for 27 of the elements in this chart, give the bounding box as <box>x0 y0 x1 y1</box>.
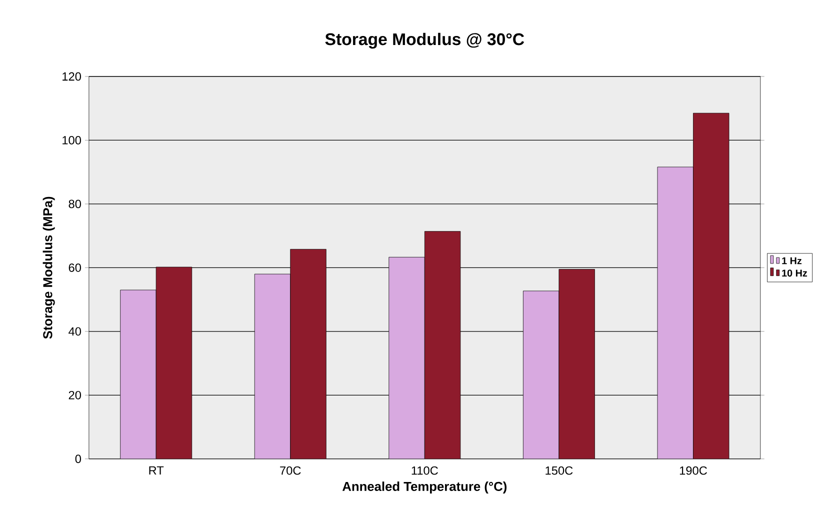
x-tick-label: 110C <box>412 466 438 475</box>
legend-label: 1 Hz <box>782 257 802 264</box>
y-tick-label: 40 <box>68 327 82 336</box>
y-tick-label: 100 <box>62 136 82 144</box>
bar <box>156 266 192 459</box>
bar <box>522 290 560 459</box>
bar <box>290 248 326 459</box>
x-axis-title: Annealed Temperature (°C) <box>342 481 507 494</box>
y-tick-label: 0 <box>75 454 82 463</box>
bar <box>254 274 291 459</box>
y-axis-title: Storage Modulus (MPa) <box>42 196 55 339</box>
x-tick-label: 190C <box>680 466 707 475</box>
y-tick-label: 60 <box>68 263 82 272</box>
bar <box>558 268 595 459</box>
y-tick-label: 80 <box>68 200 82 208</box>
bar <box>120 290 156 459</box>
bar <box>657 166 694 459</box>
x-tick-label: 150C <box>546 466 573 475</box>
legend-label: 10 Hz <box>782 269 808 276</box>
bar <box>388 256 425 459</box>
y-tick-label: 20 <box>68 390 82 400</box>
x-tick-label: RT <box>149 466 164 474</box>
bar <box>693 112 730 459</box>
y-tick-label: 120 <box>62 72 82 80</box>
x-tick-label: 70C <box>280 466 301 475</box>
bar <box>424 230 461 459</box>
chart-title: Storage Modulus @ 30°C <box>325 32 524 48</box>
